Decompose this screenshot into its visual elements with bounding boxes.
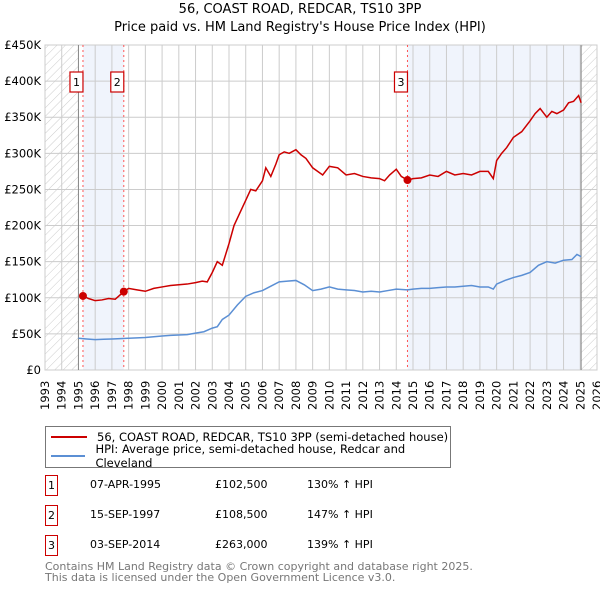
x-tick-label: 2025 — [573, 381, 587, 410]
x-tick-label: 2014 — [389, 381, 403, 410]
sale-point — [403, 176, 412, 185]
sale-badge: 1 — [45, 475, 58, 496]
footer-licence: This data is licensed under the Open Gov… — [45, 571, 396, 584]
sale-point — [119, 287, 128, 296]
y-tick-label: £400K — [4, 74, 41, 88]
x-tick-label: 1995 — [71, 381, 85, 410]
x-tick-label: 2010 — [322, 381, 336, 410]
x-tick-label: 2001 — [172, 381, 186, 410]
sale-hpi: 130% ↑ HPI — [307, 478, 373, 491]
x-tick-label: 2000 — [155, 381, 169, 410]
shaded-period — [407, 45, 582, 370]
x-tick-label: 1997 — [105, 381, 119, 410]
chart-subtitle: Price paid vs. HM Land Registry's House … — [114, 20, 486, 35]
sale-badge: 3 — [45, 535, 58, 556]
sale-date: 07-APR-1995 — [90, 478, 162, 491]
sale-label: 3 — [397, 76, 404, 89]
x-tick-label: 2022 — [523, 381, 537, 410]
x-tick-label: 2023 — [540, 381, 554, 410]
legend-item-property: 56, COAST ROAD, REDCAR, TS10 3PP (semi-d… — [46, 428, 448, 446]
x-tick-label: 1994 — [55, 381, 69, 410]
sale-label-box — [69, 71, 84, 93]
x-tick-label: 2024 — [557, 381, 571, 410]
legend: 56, COAST ROAD, REDCAR, TS10 3PP (semi-d… — [45, 426, 451, 470]
legend-label: 56, COAST ROAD, REDCAR, TS10 3PP (semi-d… — [97, 430, 449, 444]
x-tick-label: 2004 — [222, 381, 236, 410]
sale-badge: 2 — [45, 505, 58, 526]
footer: Contains HM Land Registry data © Crown c… — [45, 561, 473, 583]
chart-title: 56, COAST ROAD, REDCAR, TS10 3PP — [178, 2, 422, 17]
x-tick-label: 2002 — [189, 381, 203, 410]
y-tick-label: £0 — [26, 363, 41, 377]
series-line — [78, 253, 582, 341]
x-tick-label: 2003 — [205, 381, 219, 410]
y-tick-label: £450K — [4, 38, 41, 52]
y-tick-label: £50K — [12, 327, 42, 341]
x-tick-label: 2018 — [456, 381, 470, 410]
sale-label-box — [110, 71, 125, 93]
footer-copyright: Contains HM Land Registry data © Crown c… — [45, 560, 473, 573]
y-tick-label: £150K — [4, 255, 41, 269]
series-line — [82, 94, 582, 302]
x-tick-label: 2009 — [306, 381, 320, 410]
sale-hpi: 139% ↑ HPI — [307, 538, 373, 551]
x-tick-label: 2020 — [490, 381, 504, 410]
sale-hpi: 147% ↑ HPI — [307, 508, 373, 521]
x-tick-label: 2016 — [423, 381, 437, 410]
sale-price: £263,000 — [215, 538, 268, 551]
x-tick-label: 2012 — [356, 381, 370, 410]
shaded-period — [82, 45, 124, 370]
y-tick-label: £250K — [4, 182, 41, 196]
x-tick-label: 1998 — [122, 381, 136, 410]
x-tick-label: 2021 — [506, 381, 520, 410]
x-tick-label: 2005 — [239, 381, 253, 410]
chart-plot: 1993 1994 1995 1996 1997 1998 1999 2000 2001 2002… — [4, 38, 600, 410]
x-tick-label: 2013 — [373, 381, 387, 410]
hatched-region — [581, 45, 597, 370]
legend-label: HPI: Average price, semi-detached house,… — [95, 442, 406, 470]
x-tick-label: 2026 — [590, 381, 600, 410]
y-tick-label: £200K — [4, 219, 41, 233]
sale-date: 15-SEP-1997 — [90, 508, 161, 521]
x-tick-label: 1999 — [138, 381, 152, 410]
y-tick-label: £350K — [4, 110, 41, 124]
x-tick-label: 2015 — [406, 381, 420, 410]
legend-swatch-red — [51, 436, 87, 438]
y-tick-label: £300K — [4, 146, 41, 160]
plot-border — [44, 44, 598, 371]
x-tick-label: 2017 — [439, 381, 453, 410]
x-tick-label: 2007 — [272, 381, 286, 410]
legend-item-hpi: HPI: Average price, semi-detached house,… — [46, 442, 450, 470]
y-tick-label: £100K — [4, 291, 41, 305]
sale-price: £108,500 — [215, 508, 268, 521]
x-tick-label: 2006 — [255, 381, 269, 410]
sale-point — [78, 291, 87, 300]
x-tick-label: 2019 — [473, 381, 487, 410]
sale-date: 03-SEP-2014 — [90, 538, 161, 551]
x-tick-label: 1996 — [88, 381, 102, 410]
sale-label: 1 — [73, 76, 80, 89]
x-tick-label: 2008 — [289, 381, 303, 410]
sale-label: 2 — [114, 76, 121, 89]
sale-label-box — [393, 71, 409, 93]
x-tick-label: 2011 — [339, 381, 353, 410]
x-tick-label: 1993 — [38, 381, 52, 410]
legend-swatch-blue — [51, 455, 86, 457]
sale-price: £102,500 — [215, 478, 268, 491]
